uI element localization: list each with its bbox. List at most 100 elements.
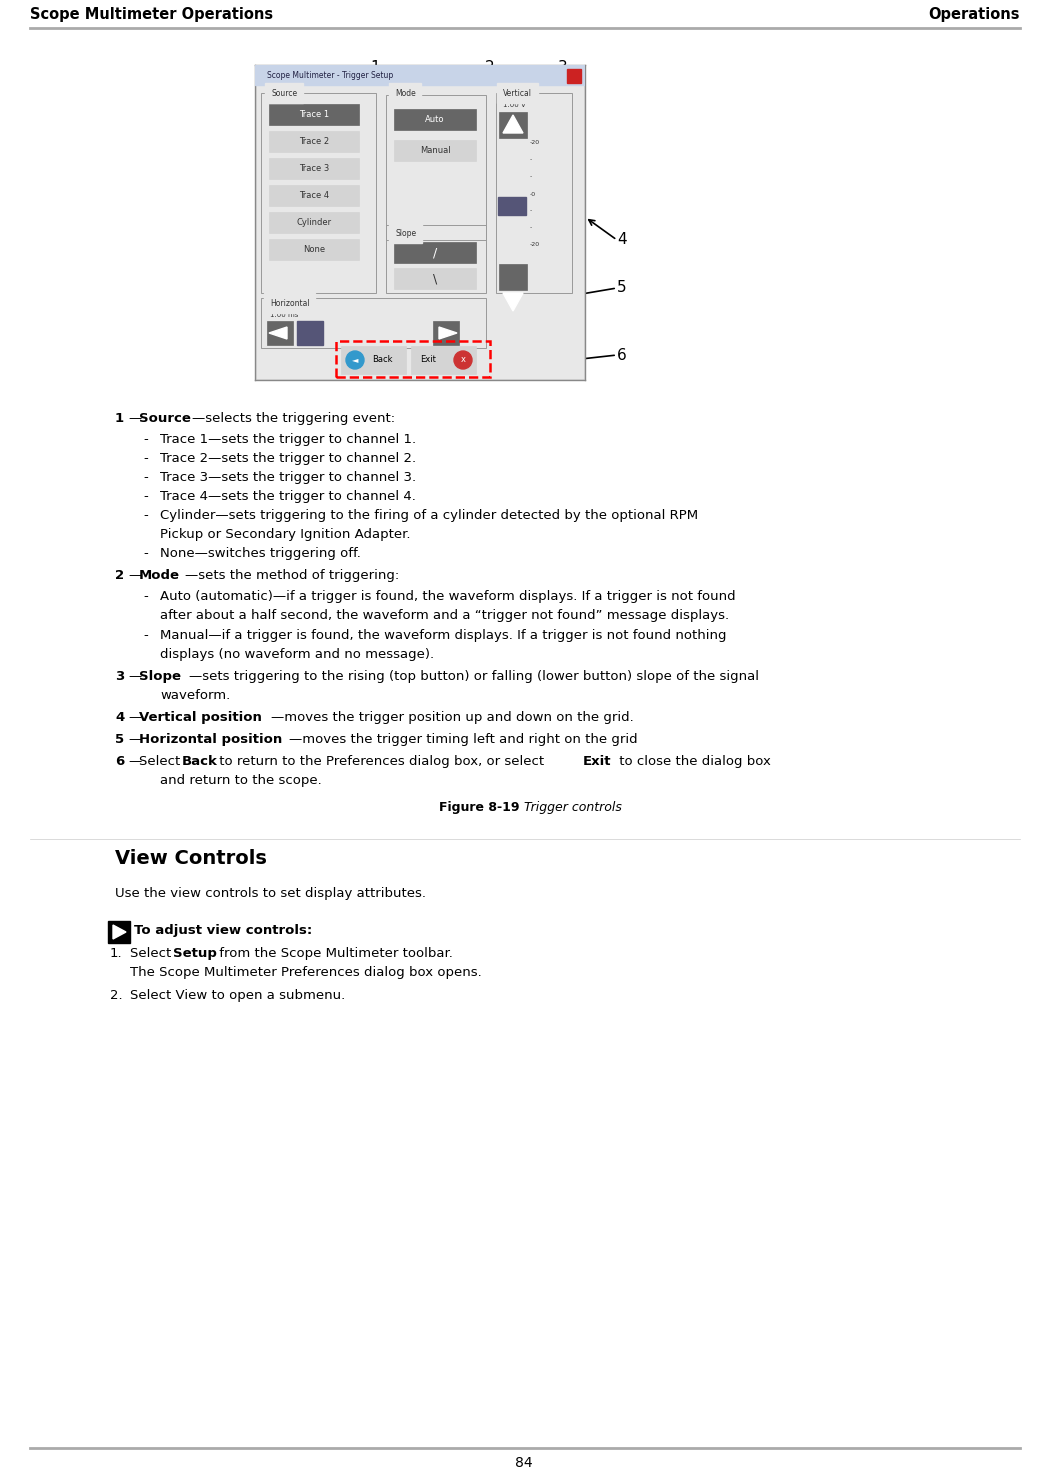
Text: 2: 2 [115, 569, 124, 582]
Text: Auto (automatic)—if a trigger is found, the waveform displays. If a trigger is n: Auto (automatic)—if a trigger is found, … [160, 591, 735, 602]
Text: Trace 2—sets the trigger to channel 2.: Trace 2—sets the trigger to channel 2. [160, 452, 416, 465]
Text: 1.00 ms: 1.00 ms [270, 312, 298, 318]
Bar [269, 186, 359, 206]
Text: Mode: Mode [140, 569, 180, 582]
Text: Auto: Auto [425, 115, 445, 124]
Text: /: / [433, 246, 437, 259]
Bar [297, 321, 323, 345]
Bar [261, 298, 486, 348]
Circle shape [346, 351, 364, 370]
Bar [394, 140, 476, 161]
Text: Manual—if a trigger is found, the waveform displays. If a trigger is not found n: Manual—if a trigger is found, the wavefo… [160, 629, 727, 642]
Bar [394, 242, 476, 264]
Text: —selects the triggering event:: —selects the triggering event: [192, 412, 395, 426]
Text: Cylinder: Cylinder [297, 218, 331, 227]
Text: 6: 6 [617, 348, 627, 362]
Text: Trace 4—sets the trigger to channel 4.: Trace 4—sets the trigger to channel 4. [160, 491, 415, 502]
Text: waveform.: waveform. [160, 689, 230, 703]
Text: Manual: Manual [420, 146, 450, 155]
Text: 2.: 2. [110, 988, 123, 1002]
Text: to return to the Preferences dialog box, or select: to return to the Preferences dialog box,… [215, 756, 549, 767]
Text: -: - [530, 209, 532, 214]
Text: —sets the method of triggering:: —sets the method of triggering: [185, 569, 400, 582]
Text: 6: 6 [115, 756, 124, 767]
Text: -: - [143, 471, 148, 485]
Text: x: x [461, 355, 466, 364]
Text: —sets triggering to the rising (top button) or falling (lower button) slope of t: —sets triggering to the rising (top butt… [189, 670, 759, 683]
Text: —: — [128, 756, 142, 767]
Text: Trace 3—sets the trigger to channel 3.: Trace 3—sets the trigger to channel 3. [160, 471, 416, 485]
Text: Select: Select [140, 756, 185, 767]
Text: 84: 84 [515, 1455, 533, 1470]
Text: To adjust view controls:: To adjust view controls: [134, 924, 313, 937]
Text: —: — [128, 569, 142, 582]
Text: from the Scope Multimeter toolbar.: from the Scope Multimeter toolbar. [215, 947, 453, 960]
Text: -: - [530, 158, 532, 162]
Bar [499, 112, 527, 138]
Polygon shape [113, 925, 126, 938]
Text: Trace 1—sets the trigger to channel 1.: Trace 1—sets the trigger to channel 1. [160, 433, 416, 446]
Text: displays (no waveform and no message).: displays (no waveform and no message). [160, 648, 434, 661]
Text: The Scope Multimeter Preferences dialog box opens.: The Scope Multimeter Preferences dialog … [130, 966, 481, 980]
Text: to close the dialog box: to close the dialog box [615, 756, 771, 767]
Text: —: — [128, 670, 142, 683]
Text: 5: 5 [115, 734, 124, 745]
Text: Pickup or Secondary Ignition Adapter.: Pickup or Secondary Ignition Adapter. [160, 527, 410, 541]
Text: Trace 3: Trace 3 [299, 164, 329, 172]
Text: —: — [128, 734, 142, 745]
Text: Vertical position: Vertical position [140, 711, 262, 725]
Bar [269, 105, 359, 125]
Text: -: - [143, 546, 148, 560]
Text: 4: 4 [115, 711, 124, 725]
Bar [269, 212, 359, 233]
Text: 4: 4 [617, 233, 627, 247]
Bar [269, 239, 359, 261]
Text: -: - [143, 452, 148, 465]
Bar [386, 225, 486, 293]
Text: -: - [143, 433, 148, 446]
Text: Source: Source [140, 412, 191, 426]
Text: Horizontal position: Horizontal position [140, 734, 282, 745]
Text: Source: Source [271, 88, 297, 97]
Bar [261, 93, 376, 293]
Text: -20: -20 [530, 243, 540, 247]
Text: 1: 1 [370, 59, 380, 75]
Text: —: — [128, 412, 142, 426]
Text: 3: 3 [558, 59, 568, 75]
Text: -: - [143, 591, 148, 602]
Text: Back: Back [181, 756, 218, 767]
Text: Scope Multimeter - Trigger Setup: Scope Multimeter - Trigger Setup [267, 71, 393, 80]
Bar [394, 268, 476, 289]
Polygon shape [504, 115, 523, 133]
Text: -20: -20 [530, 140, 540, 146]
Bar [108, 921, 130, 943]
Text: None: None [303, 245, 325, 253]
Text: Back: Back [371, 355, 392, 364]
Polygon shape [438, 327, 457, 339]
Polygon shape [504, 293, 523, 311]
Bar [341, 346, 406, 374]
Text: 1.: 1. [110, 947, 123, 960]
Text: Cylinder—sets triggering to the firing of a cylinder detected by the optional RP: Cylinder—sets triggering to the firing o… [160, 510, 699, 521]
Text: -: - [530, 225, 532, 230]
Text: -: - [143, 629, 148, 642]
Text: View Controls: View Controls [115, 848, 266, 868]
Text: -: - [143, 491, 148, 502]
Bar [496, 93, 572, 293]
Text: Select: Select [130, 947, 175, 960]
Text: Exit: Exit [420, 355, 436, 364]
Text: Vertical: Vertical [504, 88, 532, 97]
Text: Trace 4: Trace 4 [299, 191, 329, 200]
Bar [394, 109, 476, 130]
Text: -0: -0 [530, 191, 536, 196]
Bar [269, 131, 359, 152]
Text: Use the view controls to set display attributes.: Use the view controls to set display att… [115, 887, 426, 900]
Text: Trace 2: Trace 2 [299, 137, 329, 146]
Text: Operations: Operations [928, 7, 1020, 22]
Text: —moves the trigger position up and down on the grid.: —moves the trigger position up and down … [271, 711, 634, 725]
Text: None—switches triggering off.: None—switches triggering off. [160, 546, 361, 560]
Text: 5: 5 [617, 280, 627, 296]
Bar [498, 197, 526, 215]
Bar [411, 346, 476, 374]
Bar [267, 321, 293, 345]
